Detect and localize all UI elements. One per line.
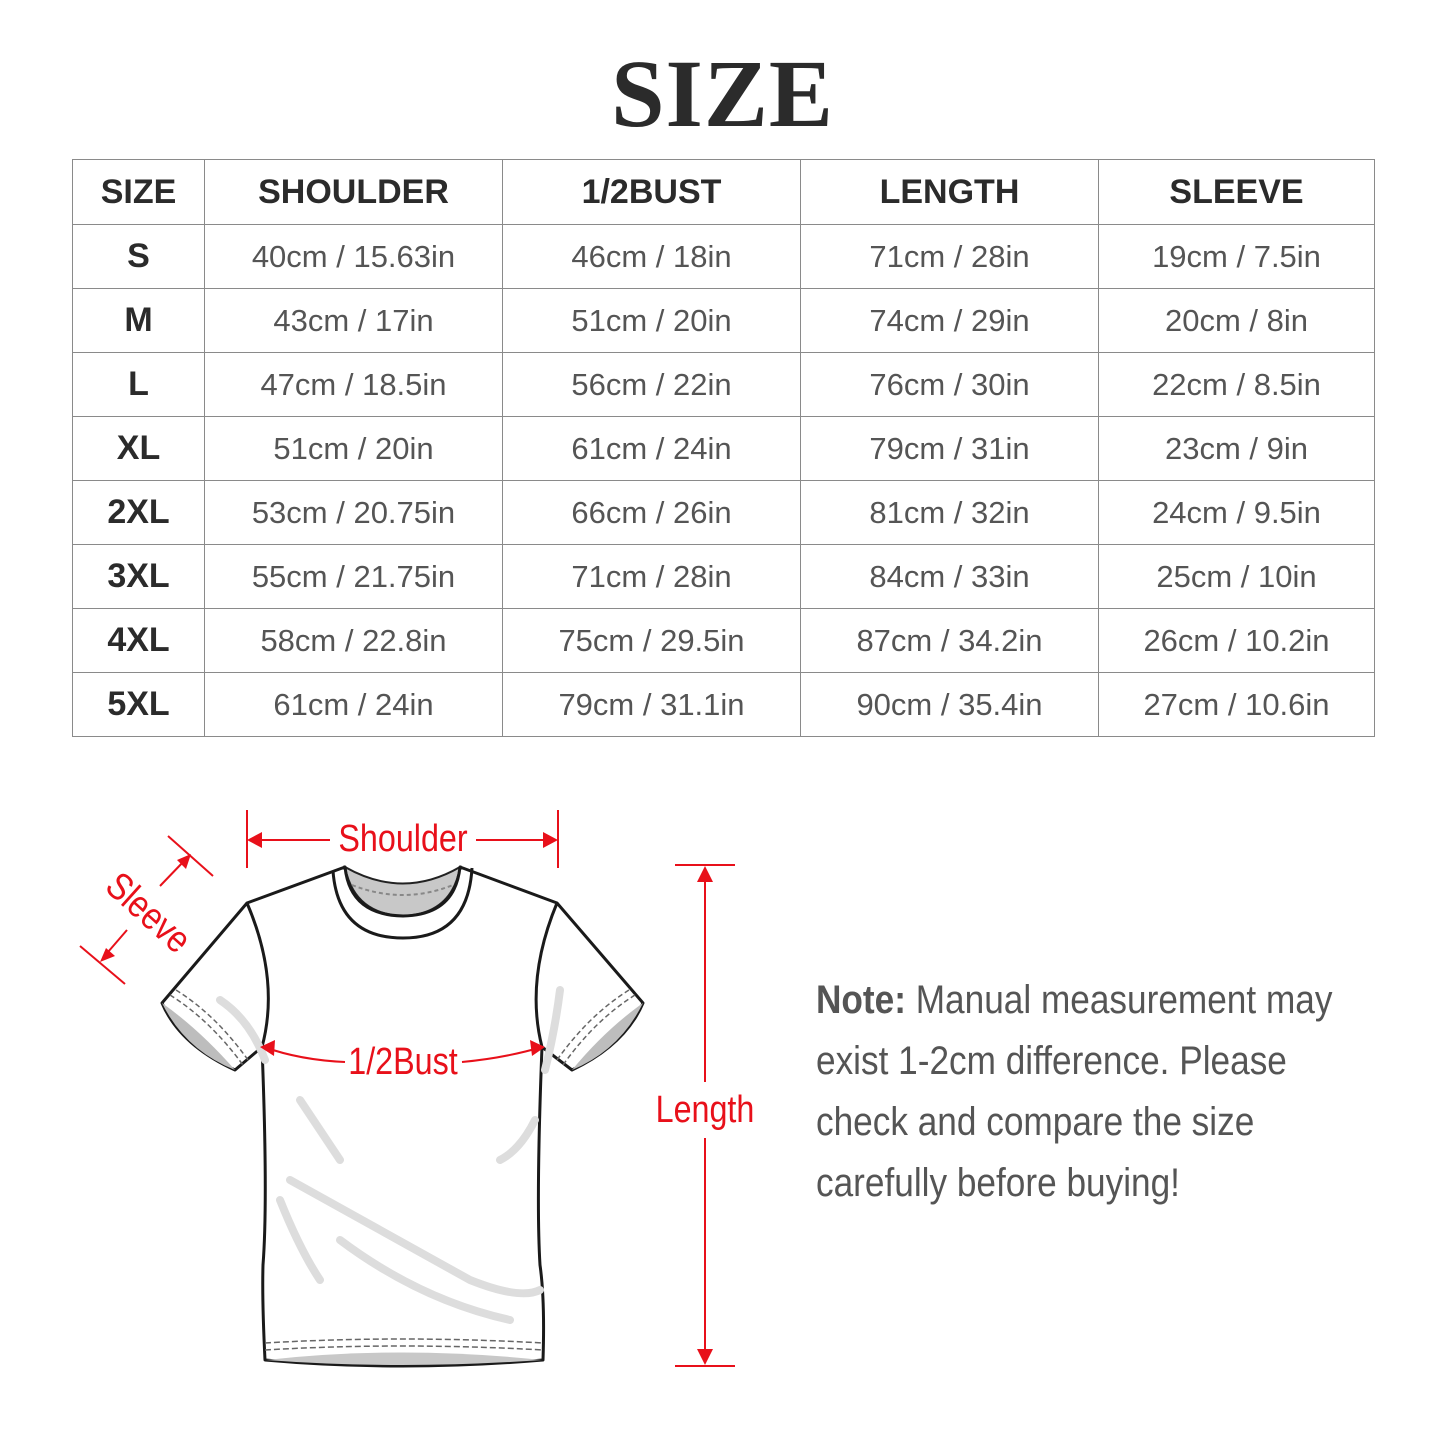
sleeve-arrow-bottom [107, 929, 128, 953]
measurement-cell: 74cm / 29in [800, 288, 1099, 353]
measurement-note: Note: Manual measurement may exist 1-2cm… [816, 970, 1436, 1214]
table-row: 5XL 61cm / 24in 79cm / 31.1in 90cm / 35.4in… [72, 672, 1375, 737]
measurement-cell: 20cm / 8in [1098, 288, 1375, 353]
header-length: LENGTH [800, 159, 1099, 225]
measurement-cell: 40cm / 15.63in [204, 224, 503, 289]
table-row: M 43cm / 17in 51cm / 20in 74cm / 29in 20cm /… [72, 288, 1375, 353]
header-bust: 1/2BUST [502, 159, 801, 225]
table-row: XL 51cm / 20in 61cm / 24in 79cm / 31in 23cm … [72, 416, 1375, 481]
measurement-annotations [79, 810, 735, 1367]
sleeve-bottom-tick [79, 945, 126, 985]
size-cell: 5XL [72, 672, 205, 737]
measurement-cell: 43cm / 17in [204, 288, 503, 353]
measurement-cell: 53cm / 20.75in [204, 480, 503, 545]
measurement-cell: 76cm / 30in [800, 352, 1099, 417]
measurement-cell: 79cm / 31.1in [502, 672, 801, 737]
header-sleeve: SLEEVE [1098, 159, 1375, 225]
measurement-cell: 79cm / 31in [800, 416, 1099, 481]
note-label: Note: [816, 978, 906, 1022]
measurement-cell: 58cm / 22.8in [204, 608, 503, 673]
measurement-cell: 84cm / 33in [800, 544, 1099, 609]
table-header-row: SIZE SHOULDER 1/2BUST LENGTH SLEEVE [72, 159, 1375, 225]
size-cell: 2XL [72, 480, 205, 545]
table-row: L 47cm / 18.5in 56cm / 22in 76cm / 30in 22cm… [72, 352, 1375, 417]
table-row: 3XL 55cm / 21.75in 71cm / 28in 84cm / 33in 2… [72, 544, 1375, 609]
measurement-cell: 47cm / 18.5in [204, 352, 503, 417]
table-row: S 40cm / 15.63in 46cm / 18in 71cm / 28in 19c… [72, 224, 1375, 289]
measurement-cell: 75cm / 29.5in [502, 608, 801, 673]
note-line: exist 1-2cm difference. Please [816, 1039, 1287, 1083]
measurement-cell: 51cm / 20in [204, 416, 503, 481]
measurement-cell: 22cm / 8.5in [1098, 352, 1375, 417]
measurement-cell: 90cm / 35.4in [800, 672, 1099, 737]
measurement-cell: 23cm / 9in [1098, 416, 1375, 481]
size-cell: 4XL [72, 608, 205, 673]
size-cell: 3XL [72, 544, 205, 609]
sleeve-top-tick [167, 835, 214, 877]
table-row: 2XL 53cm / 20.75in 66cm / 26in 81cm / 32in 2… [72, 480, 1375, 545]
shoulder-label: Shoulder [338, 818, 467, 860]
size-table: SIZE SHOULDER 1/2BUST LENGTH SLEEVE S 40c… [72, 159, 1375, 737]
measurement-cell: 61cm / 24in [502, 416, 801, 481]
note-line: carefully before buying! [816, 1161, 1180, 1205]
size-cell: L [72, 352, 205, 417]
measurement-cell: 25cm / 10in [1098, 544, 1375, 609]
note-line: check and compare the size [816, 1100, 1255, 1144]
measurement-cell: 61cm / 24in [204, 672, 503, 737]
measurement-cell: 26cm / 10.2in [1098, 608, 1375, 673]
measurement-cell: 51cm / 20in [502, 288, 801, 353]
measurement-cell: 66cm / 26in [502, 480, 801, 545]
sleeve-arrow-top [159, 859, 186, 887]
measurement-cell: 24cm / 9.5in [1098, 480, 1375, 545]
header-size: SIZE [72, 159, 205, 225]
measurement-cell: 27cm / 10.6in [1098, 672, 1375, 737]
length-label: Length [656, 1089, 755, 1131]
note-line: Note: Manual measurement may [816, 970, 1362, 1031]
note-text: Manual measurement may [905, 978, 1333, 1022]
measurement-cell: 55cm / 21.75in [204, 544, 503, 609]
measurement-cell: 56cm / 22in [502, 352, 801, 417]
measurement-cell: 46cm / 18in [502, 224, 801, 289]
tshirt-illustration [160, 865, 645, 1368]
size-cell: M [72, 288, 205, 353]
bust-label: 1/2Bust [348, 1041, 458, 1083]
page-title: SIZE [611, 40, 834, 147]
measurement-cell: 19cm / 7.5in [1098, 224, 1375, 289]
measurement-cell: 71cm / 28in [502, 544, 801, 609]
size-cell: S [72, 224, 205, 289]
measurement-cell: 81cm / 32in [800, 480, 1099, 545]
